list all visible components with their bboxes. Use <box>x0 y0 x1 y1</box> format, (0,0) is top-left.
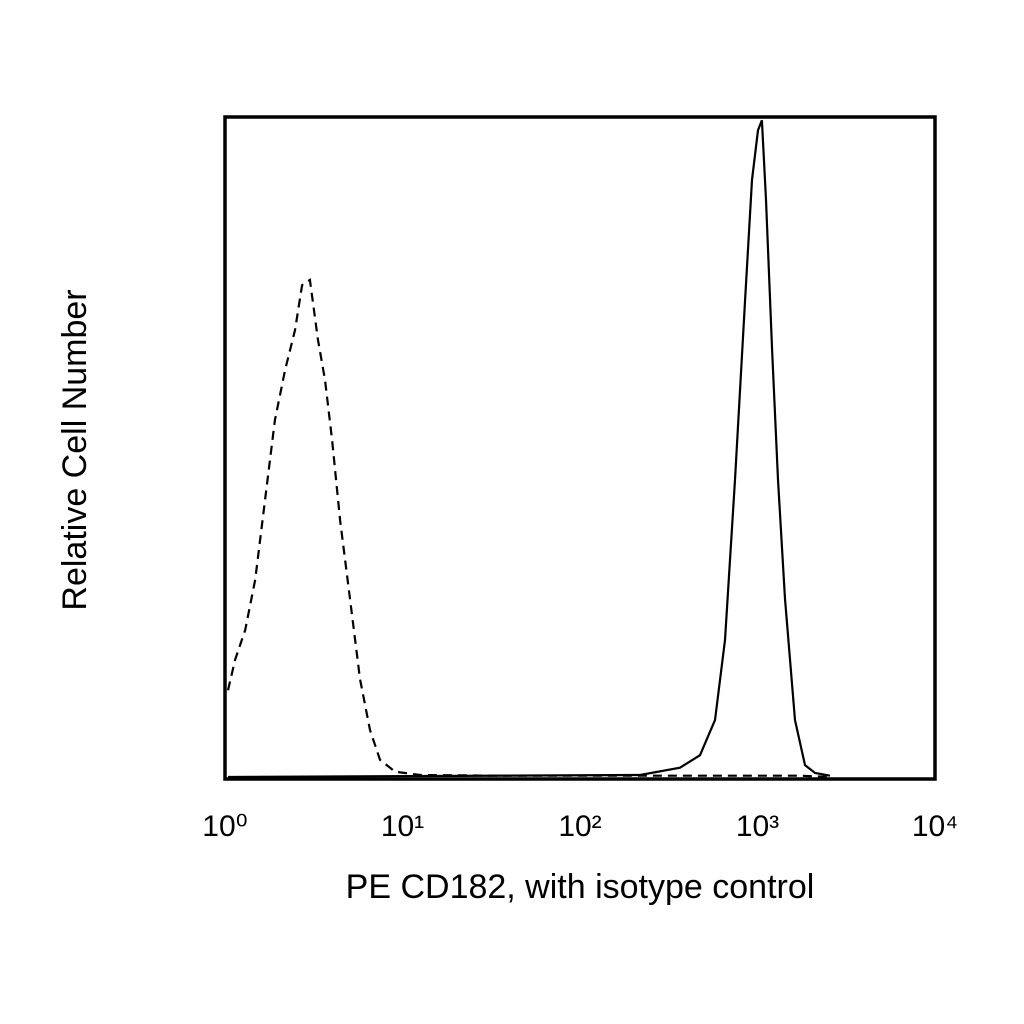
x-tick-label: 10⁴ <box>912 810 958 843</box>
x-tick-label: 10³ <box>736 810 779 843</box>
x-tick-label: 10⁰ <box>202 810 247 843</box>
histogram-line <box>227 119 831 779</box>
y-axis-label: Relative Cell Number <box>56 289 94 610</box>
plot-frame <box>223 115 937 781</box>
histogram-line <box>226 278 831 779</box>
x-tick-label: 10² <box>558 810 601 843</box>
x-tick-label: 10¹ <box>381 810 424 843</box>
x-axis-label: PE CD182, with isotype control <box>346 868 815 906</box>
